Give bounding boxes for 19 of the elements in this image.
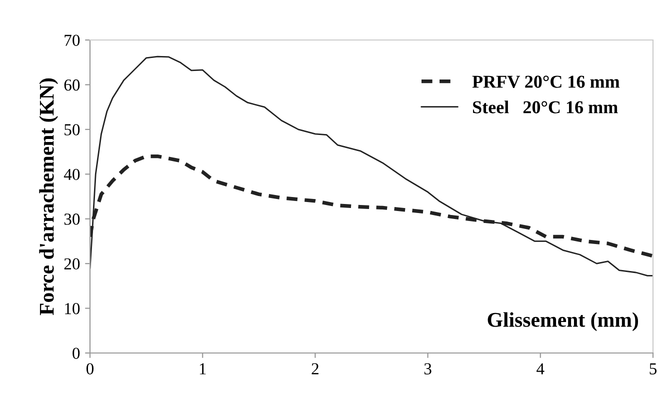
x-tick-label: 1 (200, 363, 206, 374)
y-tick-label: 10 (65, 302, 80, 314)
y-tick-label: 60 (64, 79, 80, 91)
x-tick-label: 2 (312, 363, 318, 374)
x-tick-label: 5 (650, 363, 657, 374)
x-tick-label: 4 (536, 363, 544, 374)
y-tick-label: 30 (64, 214, 80, 225)
y-tick-label: 70 (64, 34, 80, 46)
y-tick-label: 40 (64, 168, 80, 180)
legend-label: PRFV 20°C 16 mm (472, 76, 620, 88)
y-tick-label: 20 (64, 258, 80, 270)
legend-label: Steel 20°C 16 mm (473, 100, 618, 114)
line-series (90, 56, 653, 276)
x-tick-label: 3 (424, 363, 432, 374)
y-tick-label: 0 (72, 348, 80, 359)
y-axis-title: Force d'arrachement (KN) (39, 78, 58, 316)
x-tick-label: 0 (86, 363, 94, 374)
x-axis-title: Glissement (mm) (488, 312, 638, 332)
y-tick-label: 50 (64, 124, 80, 136)
